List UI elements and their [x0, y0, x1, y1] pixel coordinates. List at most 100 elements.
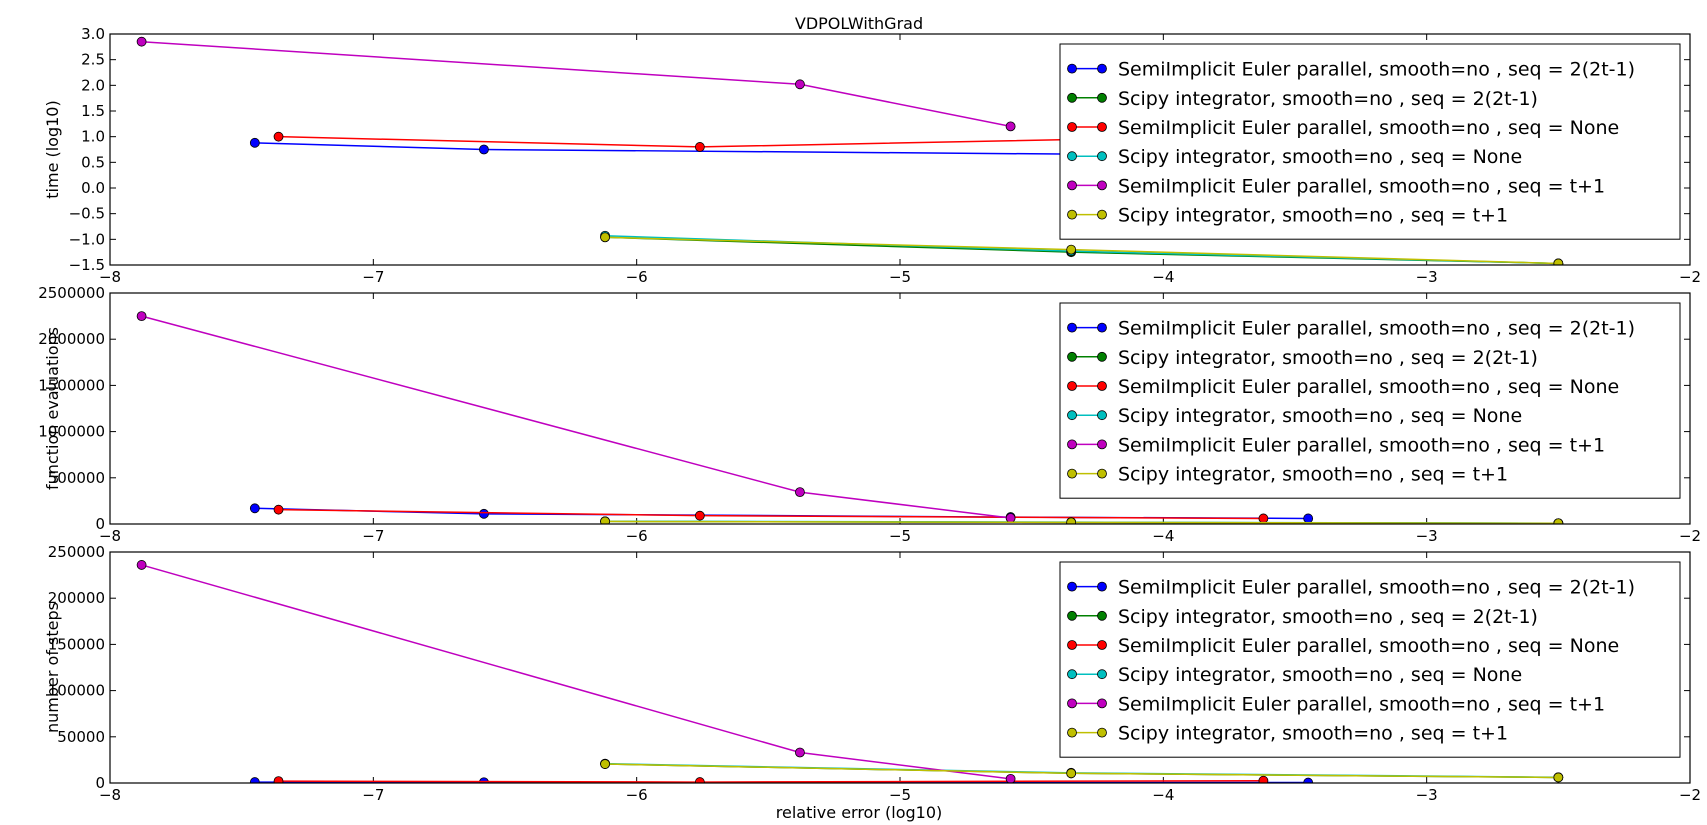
panel-1: −8 −7 −6 −5 −4 −3 −2 −1.5 −1.0 −0.5 0.0 0.5 1.0 1.5 2.…	[43, 25, 1701, 286]
legend-marker	[1097, 63, 1107, 74]
legend-marker	[1097, 669, 1107, 680]
legend-entry: Scipy integrator, smooth=no , seq = t+1	[1118, 205, 1508, 227]
legend-box	[1059, 302, 1681, 499]
data-point	[1258, 513, 1269, 524]
legend-marker	[1067, 581, 1077, 592]
data-point	[273, 776, 284, 783]
x-tick-label: −3	[1416, 527, 1438, 545]
data-point	[795, 487, 805, 498]
y-tick-label: 250000	[48, 543, 105, 561]
panel-3: −8 −7 −6 −5 −4 −3 −2 0 50000 100000 150000 200000 25…	[43, 543, 1701, 804]
x-tick-label: −6	[626, 268, 648, 286]
legend-marker	[1097, 122, 1107, 132]
data-point	[1258, 775, 1269, 783]
data-point	[136, 560, 147, 570]
data-point	[1303, 513, 1314, 524]
x-tick-label: −2	[1679, 268, 1701, 286]
y-tick-label: 0	[95, 515, 105, 533]
legend-entry: SemiImplicit Euler parallel, smooth=no ,…	[1118, 318, 1635, 340]
legend-entry: Scipy integrator, smooth=no , seq = None	[1118, 146, 1522, 168]
legend-entry: SemiImplicit Euler parallel, smooth=no ,…	[1118, 117, 1619, 139]
legend-marker	[1097, 610, 1107, 621]
y-tick-label: −0.5	[69, 205, 105, 223]
y-tick-label: −1.0	[69, 230, 105, 248]
panels: −8 −7 −6 −5 −4 −3 −2 −1.5 −1.0 −0.5 0.0 0.5 1.0 1.5 2.…	[38, 25, 1701, 804]
x-tick-label: −3	[1416, 268, 1438, 286]
y-tick-label: 1.0	[81, 128, 105, 146]
data-point	[479, 144, 489, 155]
legend-marker	[1097, 351, 1107, 362]
series-group	[136, 560, 1564, 783]
x-tick-label: −2	[1679, 527, 1701, 545]
legend-marker	[1067, 63, 1077, 74]
x-tick-label: −5	[889, 786, 911, 804]
y-axis-label: number of steps	[43, 602, 62, 733]
figure-title: VDPOLWithGrad	[795, 14, 923, 33]
legend-marker	[1067, 727, 1077, 738]
legend-entry: SemiImplicit Euler parallel, smooth=no ,…	[1118, 577, 1635, 599]
legend: SemiImplicit Euler parallel, smooth=no ,…	[1059, 302, 1681, 499]
x-tick-label: −5	[889, 527, 911, 545]
legend-entry: SemiImplicit Euler parallel, smooth=no ,…	[1118, 635, 1619, 657]
legend-marker	[1097, 698, 1107, 709]
y-tick-label: 2.0	[81, 76, 105, 94]
legend-marker	[1067, 439, 1077, 450]
data-point	[273, 131, 284, 142]
data-point	[249, 137, 260, 148]
x-tick-label: −5	[889, 268, 911, 286]
y-axis-label: function evaluations	[43, 327, 62, 490]
data-point	[249, 503, 260, 514]
y-tick-label: 2.5	[81, 51, 105, 69]
y-tick-label: 0	[95, 774, 105, 792]
y-tick-label: 2000000	[38, 330, 105, 348]
y-tick-label: 500000	[48, 469, 105, 487]
legend-marker	[1067, 610, 1077, 621]
legend-entry: Scipy integrator, smooth=no , seq = t+1	[1118, 723, 1508, 745]
y-tick-label: 0.0	[81, 179, 105, 197]
legend-marker	[1097, 209, 1107, 220]
legend-marker	[1067, 698, 1077, 709]
legend-marker	[1097, 727, 1107, 738]
x-tick-label: −2	[1679, 786, 1701, 804]
x-axis-label: relative error (log10)	[776, 803, 943, 822]
legend-marker	[1067, 92, 1077, 103]
data-point	[600, 759, 610, 769]
data-point	[694, 777, 705, 783]
y-axis-label: time (log10)	[43, 100, 62, 198]
legend: SemiImplicit Euler parallel, smooth=no ,…	[1059, 43, 1681, 240]
data-point	[600, 516, 610, 524]
legend-marker	[1067, 410, 1077, 421]
x-tick-label: −8	[99, 268, 121, 286]
x-tick-label: −6	[626, 786, 648, 804]
legend-entry: SemiImplicit Euler parallel, smooth=no ,…	[1118, 175, 1605, 197]
x-tick-label: −3	[1416, 786, 1438, 804]
legend-marker	[1067, 351, 1077, 362]
data-point	[1553, 518, 1564, 524]
y-tick-label: 2500000	[38, 284, 105, 302]
data-point	[249, 777, 260, 783]
x-tick-label: −8	[99, 786, 121, 804]
x-tick-label: −4	[1152, 268, 1174, 286]
legend-entry: Scipy integrator, smooth=no , seq = t+1	[1118, 464, 1508, 486]
legend-marker	[1097, 322, 1107, 333]
legend-entry: Scipy integrator, smooth=no , seq = None	[1118, 405, 1522, 427]
data-point	[694, 142, 705, 152]
data-point	[795, 79, 805, 90]
x-tick-label: −7	[362, 268, 384, 286]
legend-marker	[1067, 122, 1077, 132]
x-tick-label: −4	[1152, 786, 1174, 804]
data-point	[1553, 772, 1564, 783]
legend-entry: Scipy integrator, smooth=no , seq = None	[1118, 664, 1522, 686]
x-tick-label: −4	[1152, 527, 1174, 545]
y-tick-label: 100000	[48, 682, 105, 700]
legend-entry: Scipy integrator, smooth=no , seq = 2(2t…	[1118, 606, 1538, 628]
legend-entry: Scipy integrator, smooth=no , seq = 2(2t…	[1118, 347, 1538, 369]
y-tick-label: −1.5	[69, 256, 105, 274]
legend-marker	[1067, 669, 1077, 680]
series-group	[136, 311, 1564, 524]
legend-entry: SemiImplicit Euler parallel, smooth=no ,…	[1118, 376, 1619, 398]
legend-entry: Scipy integrator, smooth=no , seq = 2(2t…	[1118, 88, 1538, 110]
legend-marker	[1067, 381, 1077, 391]
legend-entry: SemiImplicit Euler parallel, smooth=no ,…	[1118, 59, 1635, 81]
data-point	[1005, 513, 1016, 523]
